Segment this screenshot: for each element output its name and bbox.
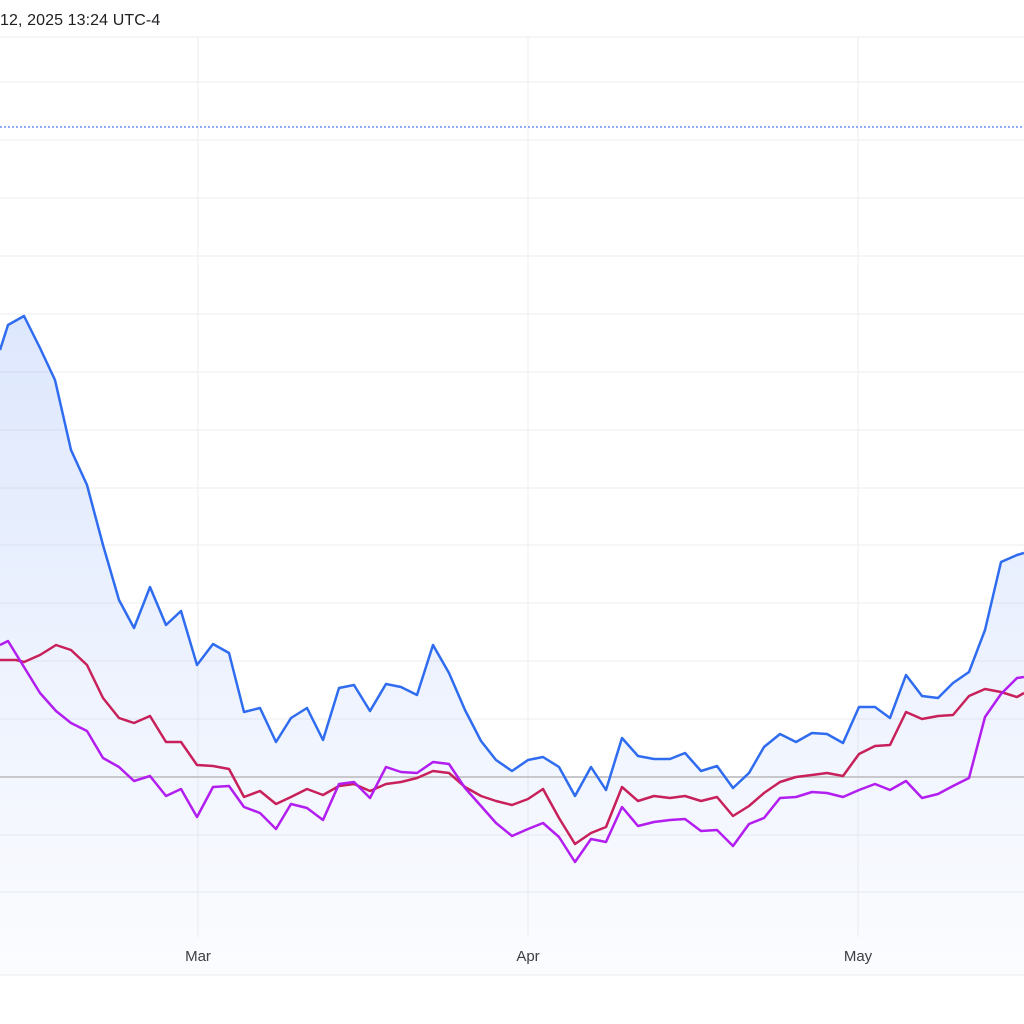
series-lines bbox=[0, 314, 1024, 864]
x-axis-label-may: May bbox=[843, 948, 873, 965]
blue-series-area bbox=[0, 316, 1024, 975]
purple-series-line[interactable] bbox=[0, 639, 1024, 864]
red-series-line[interactable] bbox=[0, 643, 1024, 846]
blue-series-line[interactable] bbox=[0, 314, 1024, 798]
x-axis-label-apr: Apr bbox=[516, 948, 540, 965]
chart-timestamp: 12, 2025 13:24 UTC-4 bbox=[0, 12, 161, 29]
x-axis-label-mar: Mar bbox=[185, 948, 211, 965]
